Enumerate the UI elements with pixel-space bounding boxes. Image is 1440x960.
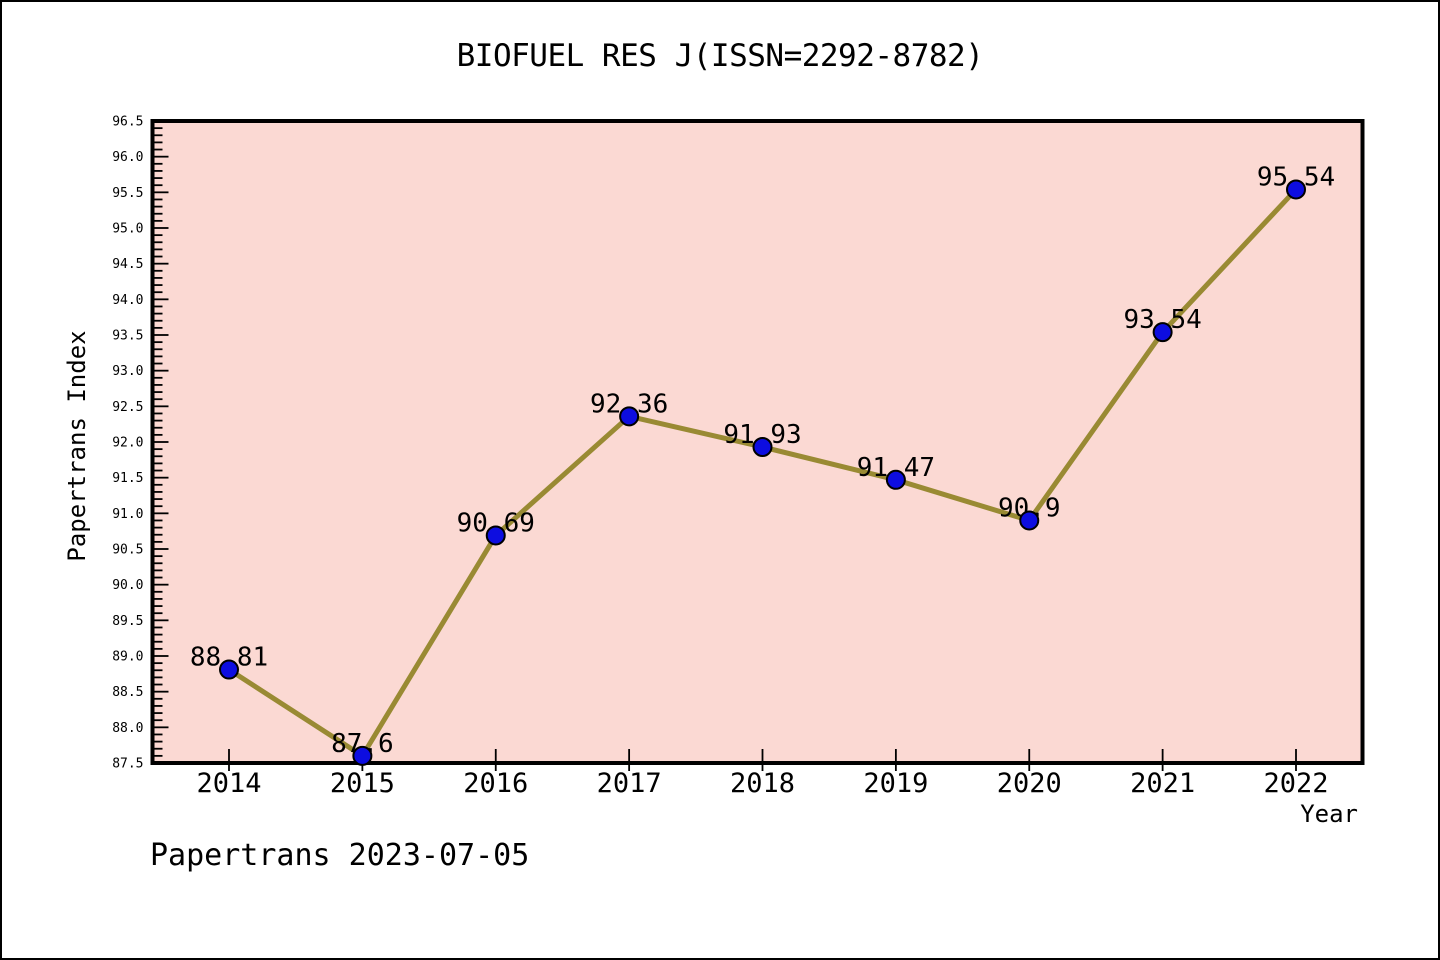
svg-text:2018: 2018 [730, 768, 795, 799]
svg-text:2016: 2016 [463, 768, 528, 799]
svg-text:92.5: 92.5 [112, 400, 143, 415]
svg-text:2019: 2019 [863, 768, 928, 799]
svg-text:96.0: 96.0 [112, 150, 143, 165]
svg-text:87.5: 87.5 [112, 757, 143, 772]
svg-text:94.0: 94.0 [112, 293, 143, 308]
svg-text:2014: 2014 [196, 768, 261, 799]
svg-text:91.5: 91.5 [112, 471, 143, 486]
svg-text:89.5: 89.5 [112, 614, 143, 629]
svg-text:95.5: 95.5 [112, 186, 143, 201]
svg-text:93.0: 93.0 [112, 364, 143, 379]
svg-text:92.0: 92.0 [112, 436, 143, 451]
svg-text:91.0: 91.0 [112, 507, 143, 522]
svg-text:95.0: 95.0 [112, 222, 143, 237]
svg-text:90.5: 90.5 [112, 543, 143, 558]
watermark-text: Papertrans 2023-07-05 [150, 838, 530, 873]
svg-text:88.5: 88.5 [112, 685, 143, 700]
svg-text:93.5: 93.5 [112, 329, 143, 344]
svg-text:90.0: 90.0 [112, 578, 143, 593]
svg-text:88.0: 88.0 [112, 721, 143, 736]
chart-title: BIOFUEL RES J(ISSN=2292-8782) [456, 38, 984, 74]
svg-text:2021: 2021 [1130, 768, 1195, 799]
svg-text:89.0: 89.0 [112, 650, 143, 665]
svg-text:96.5: 96.5 [112, 115, 143, 130]
x-axis-label: Year [1300, 800, 1358, 828]
svg-text:94.5: 94.5 [112, 257, 143, 272]
svg-text:2022: 2022 [1263, 768, 1328, 799]
svg-text:2020: 2020 [997, 768, 1062, 799]
svg-text:2015: 2015 [330, 768, 395, 799]
svg-text:2017: 2017 [597, 768, 662, 799]
